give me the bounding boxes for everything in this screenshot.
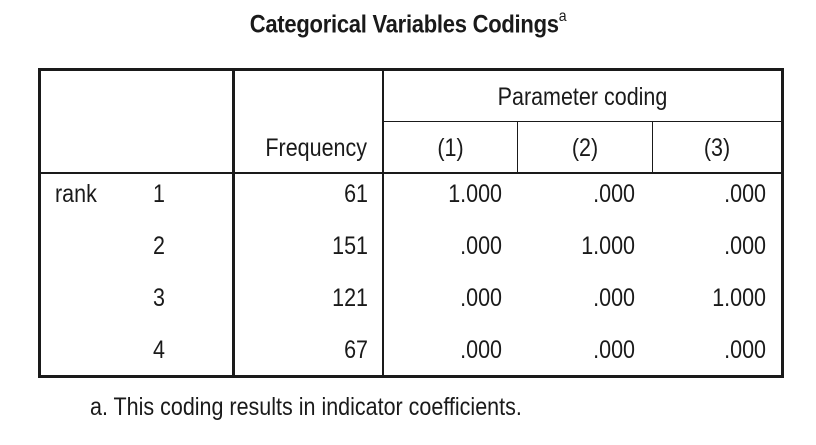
header-parameter-coding: Parameter coding: [497, 83, 668, 111]
header-param-1: (1): [437, 134, 464, 162]
row-2-param-1: .000: [460, 232, 502, 260]
row-1-param-1: 1.000: [448, 180, 502, 208]
title-footnote-marker: a: [558, 8, 567, 25]
row-3-param-2: .000: [593, 284, 635, 312]
divider-parameter-header: [384, 121, 781, 122]
row-2-category: 2: [153, 232, 165, 260]
table-title: Categorical Variables Codingsa: [49, 8, 767, 39]
header-param-3: (3): [703, 134, 731, 162]
row-4-param-2: .000: [593, 336, 635, 364]
coding-table: Parameter coding Frequency (1) (2) (3) r…: [38, 68, 784, 378]
divider-header-body: [41, 172, 781, 174]
divider-left-block: [232, 71, 235, 375]
divider-param-1-2: [517, 121, 518, 174]
row-4-param-1: .000: [460, 336, 502, 364]
row-2-frequency: 151: [332, 232, 368, 260]
divider-param-2-3: [652, 121, 653, 174]
row-2-param-2: 1.000: [581, 232, 635, 260]
row-3-param-3: 1.000: [712, 284, 766, 312]
header-param-2: (2): [571, 134, 599, 162]
row-3-category: 3: [153, 284, 165, 312]
row-1-frequency: 61: [344, 180, 368, 208]
header-frequency: Frequency: [265, 134, 367, 162]
row-2-param-3: .000: [724, 232, 766, 260]
row-1-param-2: .000: [593, 180, 635, 208]
row-4-category: 4: [153, 336, 165, 364]
row-1-param-3: .000: [724, 180, 766, 208]
row-3-param-1: .000: [460, 284, 502, 312]
row-3-frequency: 121: [332, 284, 368, 312]
row-4-frequency: 67: [344, 336, 368, 364]
divider-frequency: [382, 71, 384, 375]
row-1-category: 1: [153, 180, 165, 208]
variable-name: rank: [55, 180, 97, 208]
table-footnote: a. This coding results in indicator coef…: [90, 393, 522, 421]
table-title-text: Categorical Variables Codings: [249, 10, 559, 39]
row-4-param-3: .000: [724, 336, 766, 364]
